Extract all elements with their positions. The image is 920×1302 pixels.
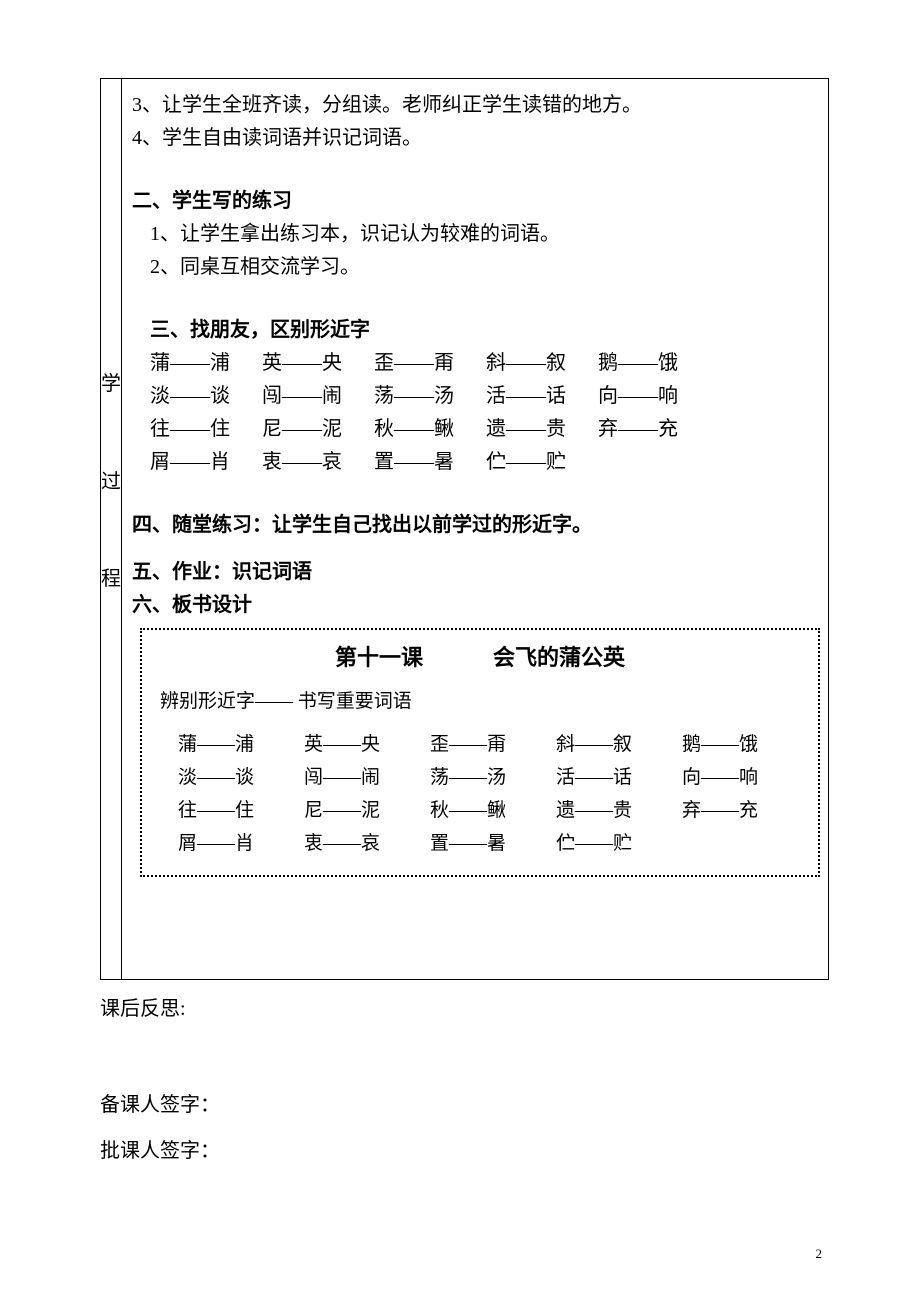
line-3: 3、让学生全班齐读，分组读。老师纠正学生读错的地方。 xyxy=(132,89,822,122)
section-5: 五、作业：识记词语 xyxy=(132,556,822,589)
char-pair: 鹅——饿 xyxy=(682,728,808,761)
pair-row: 屑——肖 衷——哀 置——暑 伫——贮 xyxy=(132,446,822,479)
pair-row: 淡——谈 闯——闹 荡——汤 活——话 向——响 xyxy=(132,380,822,413)
char-pair: 衷——哀 xyxy=(304,827,430,860)
char-pair: 蒲——浦 xyxy=(150,347,262,380)
char-pair xyxy=(682,827,808,860)
reflection-label: 课后反思: xyxy=(100,992,822,1026)
content-column: 3、让学生全班齐读，分组读。老师纠正学生读错的地方。 4、学生自由读词语并识记词… xyxy=(122,79,829,980)
board-title-left: 第十一课 xyxy=(335,645,423,670)
char-pair: 歪——甭 xyxy=(374,347,486,380)
char-pair: 衷——哀 xyxy=(262,446,374,479)
left-label-3: 程 xyxy=(101,562,121,591)
char-pair: 屑——肖 xyxy=(178,827,304,860)
left-label-1: 学 xyxy=(101,367,121,396)
board-subtitle: 辨别形近字—— 书写重要词语 xyxy=(152,686,808,717)
after-table-section: 课后反思: 备课人签字： 批课人签字： xyxy=(100,992,822,1168)
char-pair: 闯——闹 xyxy=(262,380,374,413)
char-pair: 淡——谈 xyxy=(150,380,262,413)
char-pair xyxy=(598,446,710,479)
page-container: 学 过 程 3、让学生全班齐读，分组读。老师纠正学生读错的地方。 4、学生自由读… xyxy=(0,0,920,1220)
char-pair: 蒲——浦 xyxy=(178,728,304,761)
page-number: 2 xyxy=(816,1246,823,1262)
section-3-title: 三、找朋友，区别形近字 xyxy=(132,314,822,347)
board-pair-row: 蒲——浦 英——央 歪——甭 斜——叙 鹅——饿 xyxy=(152,728,808,761)
section-2-item-2: 2、同桌互相交流学习。 xyxy=(132,251,822,284)
board-pair-row: 淡——谈 闯——闹 荡——汤 活——话 向——响 xyxy=(152,761,808,794)
char-pair: 置——暑 xyxy=(374,446,486,479)
char-pair: 闯——闹 xyxy=(304,761,430,794)
pair-row: 往——住 尼——泥 秋——鳅 遗——贵 弃——充 xyxy=(132,413,822,446)
section-2-title: 二、学生写的练习 xyxy=(132,185,822,218)
char-pair: 尼——泥 xyxy=(304,794,430,827)
section-6: 六、板书设计 xyxy=(132,589,822,622)
preparer-signature-label: 备课人签字： xyxy=(100,1088,822,1122)
char-pair: 屑——肖 xyxy=(150,446,262,479)
char-pair: 伫——贮 xyxy=(486,446,598,479)
char-pair: 弃——充 xyxy=(682,794,808,827)
section-2-item-1: 1、让学生拿出练习本，识记认为较难的词语。 xyxy=(132,218,822,251)
char-pair: 荡——汤 xyxy=(430,761,556,794)
board-title-right: 会飞的蒲公英 xyxy=(493,645,625,670)
char-pair: 尼——泥 xyxy=(262,413,374,446)
char-pair: 淡——谈 xyxy=(178,761,304,794)
pair-row: 蒲——浦 英——央 歪——甭 斜——叙 鹅——饿 xyxy=(132,347,822,380)
char-pair: 往——住 xyxy=(150,413,262,446)
board-pair-row: 往——住 尼——泥 秋——鳅 遗——贵 弃——充 xyxy=(152,794,808,827)
char-pair: 斜——叙 xyxy=(486,347,598,380)
board-title: 第十一课 会飞的蒲公英 xyxy=(152,640,808,676)
char-pair: 荡——汤 xyxy=(374,380,486,413)
board-pair-row: 屑——肖 衷——哀 置——暑 伫——贮 xyxy=(152,827,808,860)
char-pair: 置——暑 xyxy=(430,827,556,860)
left-column: 学 过 程 xyxy=(101,79,122,980)
left-label-2: 过 xyxy=(101,465,121,494)
board-design-box: 第十一课 会飞的蒲公英 辨别形近字—— 书写重要词语 蒲——浦 英——央 歪——甭… xyxy=(140,628,820,877)
char-pair: 活——话 xyxy=(556,761,682,794)
char-pair: 向——响 xyxy=(682,761,808,794)
char-pair: 歪——甭 xyxy=(430,728,556,761)
char-pair: 英——央 xyxy=(304,728,430,761)
char-pair: 鹅——饿 xyxy=(598,347,710,380)
char-pair: 向——响 xyxy=(598,380,710,413)
char-pair: 秋——鳅 xyxy=(430,794,556,827)
char-pair: 遗——贵 xyxy=(486,413,598,446)
reviewer-signature-label: 批课人签字： xyxy=(100,1134,822,1168)
char-pair: 伫——贮 xyxy=(556,827,682,860)
char-pair: 遗——贵 xyxy=(556,794,682,827)
char-pair: 秋——鳅 xyxy=(374,413,486,446)
lesson-table: 学 过 程 3、让学生全班齐读，分组读。老师纠正学生读错的地方。 4、学生自由读… xyxy=(100,78,829,980)
char-pair: 英——央 xyxy=(262,347,374,380)
char-pair: 弃——充 xyxy=(598,413,710,446)
char-pair: 斜——叙 xyxy=(556,728,682,761)
char-pair: 活——话 xyxy=(486,380,598,413)
line-4: 4、学生自由读词语并识记词语。 xyxy=(132,122,822,155)
section-4: 四、随堂练习：让学生自己找出以前学过的形近字。 xyxy=(132,509,822,542)
char-pair: 往——住 xyxy=(178,794,304,827)
